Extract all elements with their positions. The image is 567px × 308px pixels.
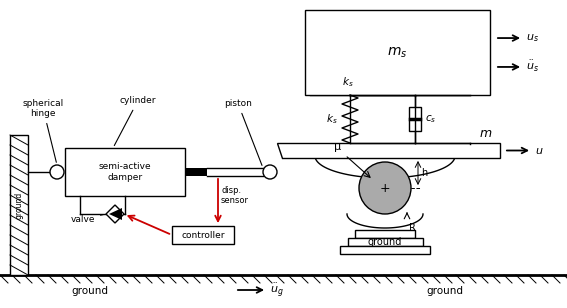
Bar [340, 246, 430, 254]
Text: cylinder: cylinder [115, 96, 156, 146]
Text: $k_s$: $k_s$ [342, 75, 354, 89]
Text: $\ddot{u}_s$: $\ddot{u}_s$ [526, 59, 539, 75]
Bar [409, 107, 421, 131]
Bar [355, 230, 415, 238]
Bar [10, 135, 28, 275]
Text: $\ddot{u}_g$: $\ddot{u}_g$ [270, 281, 284, 299]
Bar [305, 10, 490, 95]
Text: R: R [409, 223, 416, 233]
Circle shape [263, 165, 277, 179]
Bar [172, 226, 234, 244]
Text: semi-active
damper: semi-active damper [99, 162, 151, 182]
Text: m: m [480, 127, 492, 140]
Text: disp.
sensor: disp. sensor [221, 186, 249, 205]
Circle shape [50, 165, 64, 179]
Text: μ: μ [335, 142, 341, 152]
Text: $c_s$: $c_s$ [425, 113, 437, 125]
Bar [185, 168, 207, 176]
Circle shape [359, 162, 411, 214]
Text: $m_s$: $m_s$ [387, 45, 408, 60]
Text: ground: ground [15, 191, 23, 219]
Text: ground: ground [71, 286, 108, 296]
Text: +: + [380, 181, 390, 194]
Text: $u$: $u$ [535, 145, 544, 156]
Text: $k_s$: $k_s$ [327, 112, 338, 126]
Text: spherical
hinge: spherical hinge [22, 99, 64, 162]
Text: h: h [421, 168, 428, 178]
Text: controller: controller [181, 230, 225, 240]
Bar [348, 238, 422, 246]
Text: $u_s$: $u_s$ [526, 32, 539, 44]
Polygon shape [109, 208, 122, 220]
Text: ground: ground [426, 286, 463, 296]
Bar [65, 148, 185, 196]
Text: piston: piston [224, 99, 262, 165]
Text: valve: valve [70, 214, 103, 224]
Polygon shape [106, 205, 124, 223]
Text: ground: ground [368, 237, 402, 247]
Polygon shape [277, 143, 500, 158]
